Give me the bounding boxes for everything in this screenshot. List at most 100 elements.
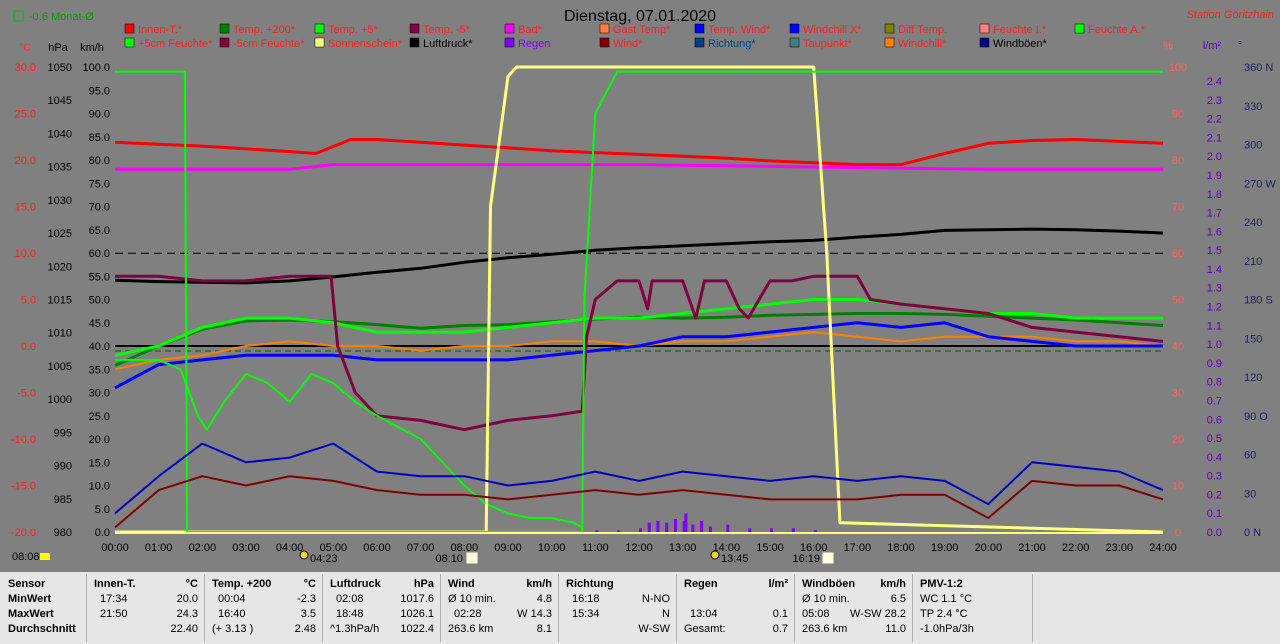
legend-label: Feuchte I.* [993, 24, 1047, 36]
deg-tick-label: 180 S [1244, 295, 1273, 307]
legend-swatch [409, 23, 420, 34]
wind-r1-label: Ø 10 min. [448, 593, 496, 605]
legend-label: -5cm Feuchte* [233, 38, 305, 50]
pct-tick-label: 80 [1172, 155, 1184, 167]
monthly-icon [13, 10, 24, 22]
hpa-tick-label: 995 [54, 427, 72, 439]
kmh-tick-label: 25.0 [89, 411, 110, 423]
wind-r3-label: 263.6 km [448, 623, 494, 635]
legend-entry: Sonnenschein* [314, 37, 403, 50]
rain-bar [617, 530, 621, 532]
legend-swatch [504, 23, 515, 34]
temp-min-time: 00:04 [218, 593, 246, 605]
temp-tick-label: 15.0 [15, 202, 36, 214]
stats-col-wind: Wind km/h Ø 10 min. 4.8 02:28 W 14.3 263… [440, 572, 558, 644]
deg-tick-label: 60 [1244, 450, 1256, 462]
legend-entry: -5cm Feuchte* [219, 37, 305, 50]
regen-unit: l/m² [768, 578, 788, 590]
kmh-tick-label: 85.0 [89, 132, 110, 144]
legend-label: Temp. Wind* [708, 24, 771, 36]
legend-swatch [219, 23, 230, 34]
time-tick-label: 13:00 [669, 542, 697, 554]
time-tick-label: 01:00 [145, 542, 173, 554]
temp-avg: 2.48 [294, 623, 316, 635]
legend-swatch [884, 37, 895, 48]
moonrise-label: 13:45 [721, 553, 749, 565]
rain-bar [770, 528, 773, 532]
legend-label: Wind* [613, 38, 643, 50]
wind-r3-value: 8.1 [536, 623, 552, 635]
rain-bar [726, 524, 730, 532]
innen-title: Innen-T. [94, 578, 136, 590]
richtung-title: Richtung [566, 578, 614, 590]
innen-min: 20.0 [176, 593, 198, 605]
rain-bar [684, 513, 688, 532]
legend-swatch [599, 23, 610, 34]
legend-entry: +5cm Feuchte* [124, 37, 213, 50]
boen-r2-value: W-SW 28.2 [849, 608, 906, 620]
druck-title: Luftdruck [330, 578, 381, 590]
legend-swatch [124, 23, 135, 34]
legend-entry: Feuchte A.* [1074, 23, 1146, 36]
kmh-tick-label: 100.0 [82, 62, 110, 74]
legend-entry: Windchill X* [789, 23, 862, 36]
daystart-label: 08:08 [12, 551, 40, 563]
time-tick-label: 18:00 [887, 542, 915, 554]
legend-label: Windböen* [993, 38, 1048, 50]
monthly-label: -0.6 Monat-Ø [29, 11, 94, 23]
legend-entry: Innen-T.* [124, 23, 183, 36]
legend-entry: Regen [504, 37, 550, 50]
row-min-label: MinWert [8, 593, 52, 605]
stats-col-druck: Luftdruck hPa 02:08 1017.6 18:48 1026.1 … [322, 572, 440, 644]
legend-label: Feuchte A.* [1088, 24, 1146, 36]
druck-unit: hPa [413, 578, 434, 590]
time-tick-label: 19:00 [931, 542, 959, 554]
rain-tick-label: 0.6 [1207, 414, 1222, 426]
rain-tick-label: 1.5 [1207, 245, 1222, 257]
series-line [114, 227, 1164, 285]
kmh-tick-label: 60.0 [89, 248, 110, 260]
kmh-tick-label: 40.0 [89, 341, 110, 353]
legend-label: +5cm Feuchte* [138, 38, 213, 50]
boen-r3-label: 263.6 km [802, 623, 848, 635]
temp-avg-note: (+ 3.13 ) [212, 623, 254, 635]
station-name: Station Göritzhain [1187, 9, 1274, 21]
druck-min-time: 02:08 [336, 593, 364, 605]
series-line [114, 475, 1164, 529]
pct-tick-label: 90 [1172, 109, 1184, 121]
druck-min: 1017.6 [400, 593, 434, 605]
legend-label: Sonnenschein* [328, 38, 403, 50]
temp-tick-label: 30.0 [15, 62, 36, 74]
moonset-label: 04:23 [310, 553, 338, 565]
row-sensor-label: Sensor [8, 578, 46, 590]
hpa-tick-label: 1000 [48, 394, 72, 406]
rain-bar [639, 528, 642, 532]
rain-bar [682, 520, 686, 532]
hpa-tick-label: 1035 [48, 162, 72, 174]
deg-tick-label: 0 N [1244, 527, 1261, 539]
richtung-r1-label: 16:18 [572, 593, 600, 605]
rain-tick-label: 1.9 [1207, 170, 1222, 182]
rain-tick-label: 0.5 [1207, 433, 1222, 445]
time-tick-label: 23:00 [1106, 542, 1134, 554]
pct-tick-label: 30 [1172, 388, 1184, 400]
pct-tick-label: 20 [1172, 434, 1184, 446]
legend-entry: Windchill* [884, 37, 947, 50]
row-avg-label: Durchschnitt [8, 623, 76, 635]
pct-tick-label: 60 [1172, 248, 1184, 260]
legend-label: Innen-T.* [138, 24, 183, 36]
legend-entry: Temp. Wind* [694, 23, 771, 36]
legend-label: Taupunkt* [803, 38, 853, 50]
sunrise-label: 08:10 [435, 553, 463, 565]
legend-entry: Taupunkt* [789, 37, 853, 50]
kmh-tick-label: 55.0 [89, 271, 110, 283]
deg-tick-label: 330 [1244, 101, 1262, 113]
rain-tick-label: 1.8 [1207, 189, 1222, 201]
rain-bar [647, 522, 651, 532]
series-line [114, 138, 1164, 167]
wind-r1-value: 4.8 [536, 593, 552, 605]
richtung-r3-value: W-SW [638, 623, 670, 635]
weather-chart: °C hPa km/h 30.0 25.0 20.0 15.0 10.0 5.0 0.0 -5.0 -… [10, 8, 1277, 565]
legend-label: Richtung* [708, 38, 756, 50]
pct-tick-label: 100 [1169, 62, 1187, 74]
